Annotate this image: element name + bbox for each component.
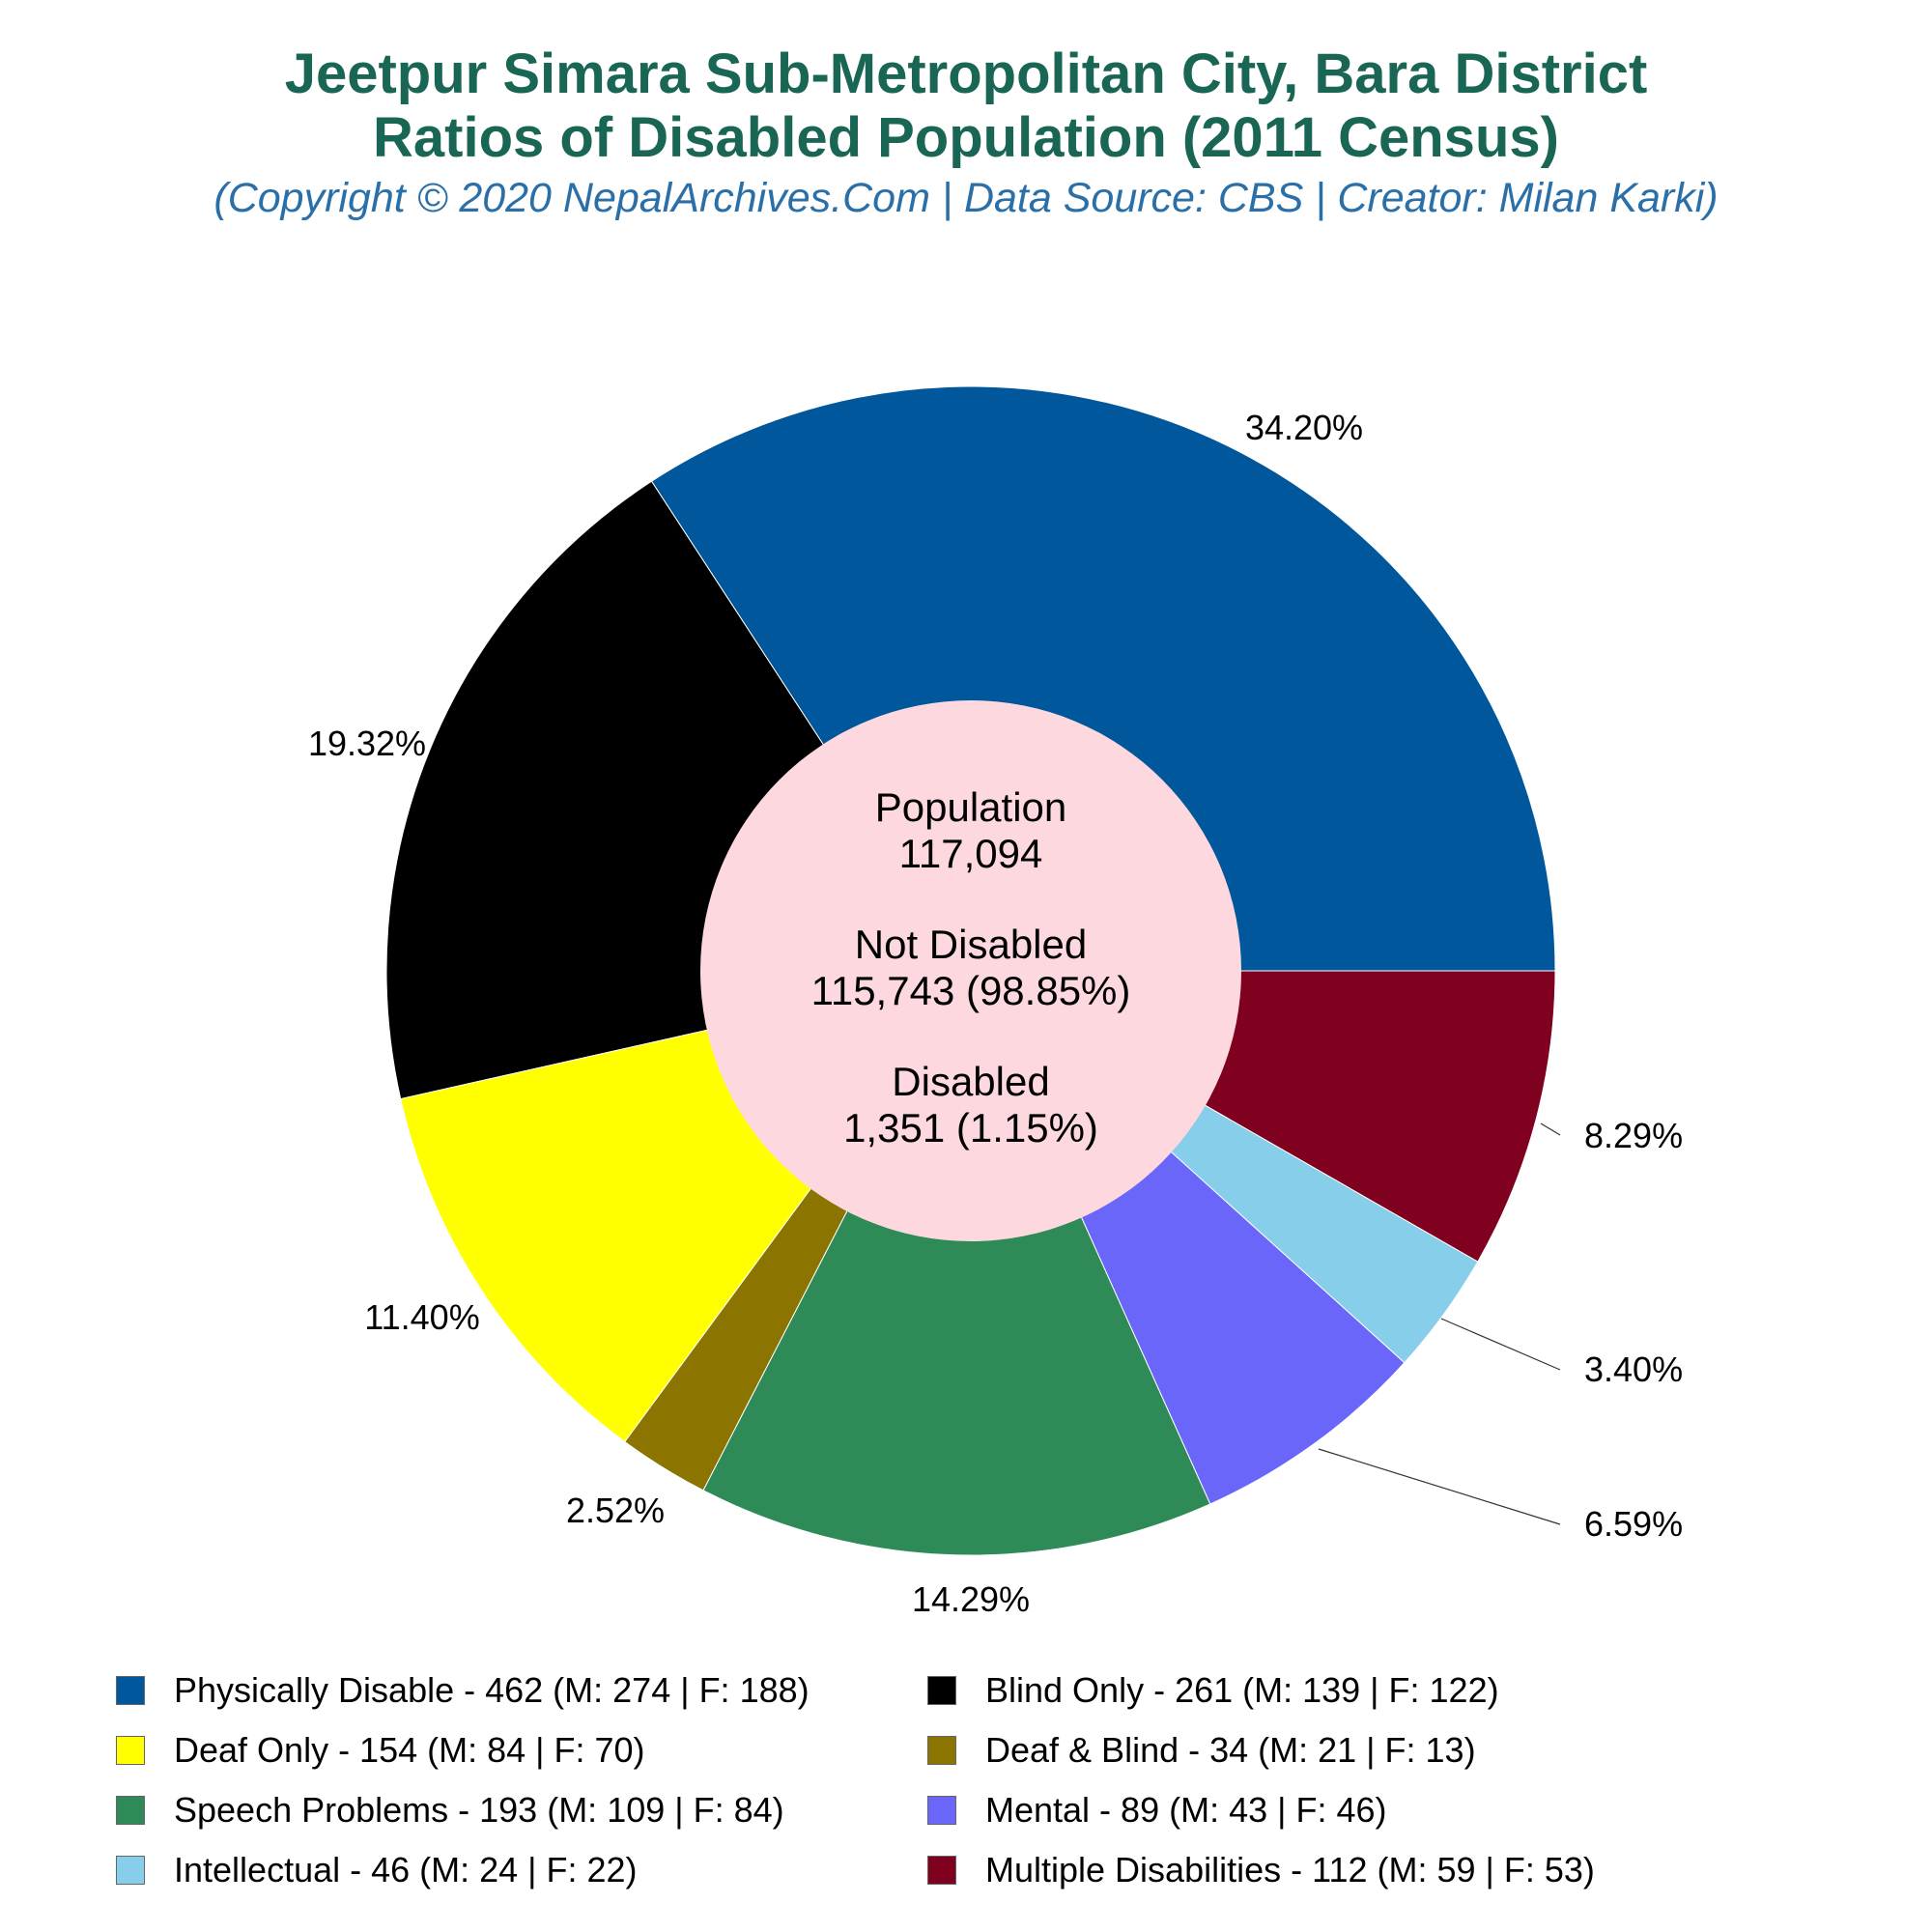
- legend-label: Blind Only - 261 (M: 139 | F: 122): [985, 1670, 1499, 1710]
- center-population-label: Population: [875, 784, 1067, 830]
- legend-label: Mental - 89 (M: 43 | F: 46): [985, 1790, 1387, 1830]
- center-disc: [700, 700, 1241, 1241]
- legend-item: Physically Disable - 462 (M: 274 | F: 18…: [116, 1666, 810, 1715]
- legend-label: Physically Disable - 462 (M: 274 | F: 18…: [174, 1670, 810, 1710]
- legend-label: Speech Problems - 193 (M: 109 | F: 84): [174, 1790, 784, 1830]
- legend-label: Intellectual - 46 (M: 24 | F: 22): [174, 1850, 638, 1889]
- percent-labels: 34.20% 19.32% 11.40% 2.52% 14.29% 6.59% 3.40% 8…: [308, 408, 1683, 1619]
- legend-item: Deaf & Blind - 34 (M: 21 | F: 13): [927, 1726, 1476, 1775]
- center-summary: Population 117,094 Not Disabled 115,743 …: [811, 784, 1131, 1151]
- chart-subtitle: (Copyright © 2020 NepalArchives.Com | Da…: [213, 175, 1719, 221]
- center-not-disabled-label: Not Disabled: [855, 922, 1087, 967]
- legend-item: Intellectual - 46 (M: 24 | F: 22): [116, 1846, 638, 1894]
- percent-label: 34.20%: [1245, 408, 1363, 447]
- legend-swatch: [927, 1676, 956, 1705]
- legend-item: Blind Only - 261 (M: 139 | F: 122): [927, 1666, 1499, 1715]
- legend-label: Deaf Only - 154 (M: 84 | F: 70): [174, 1730, 645, 1770]
- legend-swatch: [927, 1736, 956, 1765]
- legend-item: Deaf Only - 154 (M: 84 | F: 70): [116, 1726, 645, 1775]
- legend-label: Deaf & Blind - 34 (M: 21 | F: 13): [985, 1730, 1476, 1770]
- legend-swatch: [927, 1856, 956, 1885]
- center-disabled-label: Disabled: [892, 1059, 1049, 1104]
- leader-line: [1440, 1318, 1561, 1371]
- percent-label: 2.52%: [566, 1491, 665, 1530]
- center-disabled-value: 1,351 (1.15%): [843, 1105, 1098, 1151]
- percent-label: 19.32%: [308, 724, 426, 763]
- percent-label: 11.40%: [364, 1297, 479, 1337]
- center-population-value: 117,094: [899, 831, 1043, 876]
- chart-title-line2: Ratios of Disabled Population (2011 Cens…: [373, 106, 1559, 169]
- leader-line: [1540, 1122, 1561, 1136]
- legend-label: Multiple Disabilities - 112 (M: 59 | F: …: [985, 1850, 1595, 1889]
- legend-item: Multiple Disabilities - 112 (M: 59 | F: …: [927, 1846, 1595, 1894]
- legend-item: Mental - 89 (M: 43 | F: 46): [927, 1786, 1387, 1834]
- chart-title-line1: Jeetpur Simara Sub-Metropolitan City, Ba…: [284, 43, 1648, 105]
- leader-line: [1318, 1448, 1561, 1525]
- center-not-disabled-value: 115,743 (98.85%): [811, 968, 1131, 1013]
- percent-label: 14.29%: [912, 1579, 1030, 1619]
- leader-lines: [1318, 1122, 1561, 1525]
- legend-swatch: [927, 1796, 956, 1825]
- legend-item: Speech Problems - 193 (M: 109 | F: 84): [116, 1786, 784, 1834]
- legend-swatch: [116, 1856, 145, 1885]
- legend-swatch: [116, 1736, 145, 1765]
- legend-swatch: [116, 1676, 145, 1705]
- donut-chart: 34.20% 19.32% 11.40% 2.52% 14.29% 6.59% 3.40% 8…: [308, 385, 1683, 1619]
- legend-swatch: [116, 1796, 145, 1825]
- percent-label: 6.59%: [1584, 1504, 1683, 1544]
- percent-label: 3.40%: [1584, 1350, 1683, 1389]
- legend: Physically Disable - 462 (M: 274 | F: 18…: [0, 1666, 1932, 1918]
- pie-slice-speech-problems: [702, 969, 1211, 1556]
- percent-label: 8.29%: [1584, 1116, 1683, 1155]
